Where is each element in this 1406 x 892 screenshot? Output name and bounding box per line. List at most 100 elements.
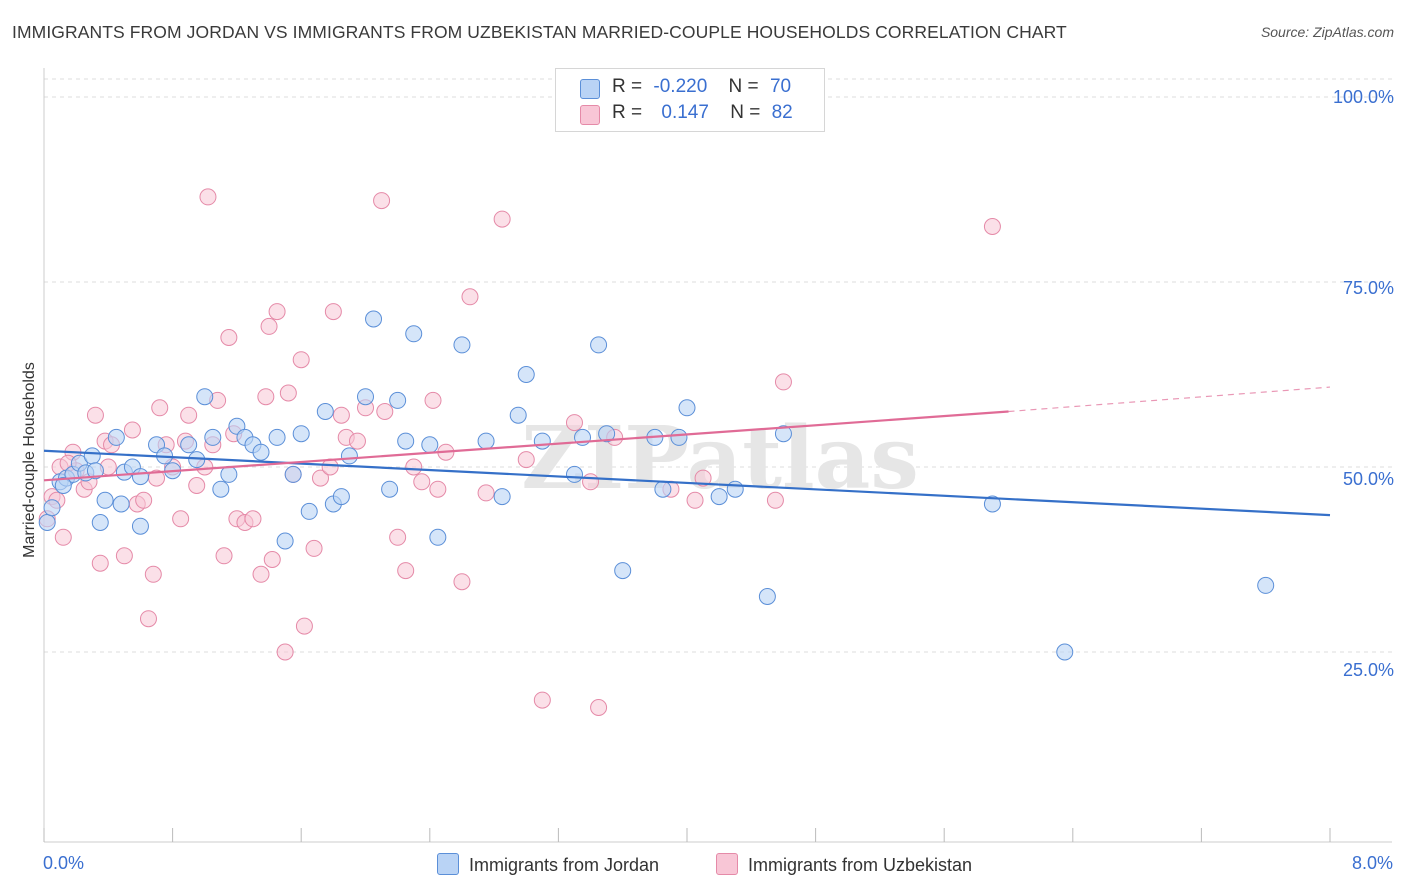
jordan-swatch — [580, 79, 600, 99]
jordan-point — [726, 480, 744, 498]
uzbekistan-point — [268, 303, 286, 321]
r-label: R = — [612, 102, 643, 123]
jordan-point — [357, 388, 374, 406]
uzbekistan-point — [295, 617, 313, 635]
jordan-point — [284, 465, 302, 483]
jordan-point — [983, 495, 1001, 513]
jordan-point — [654, 480, 672, 498]
jordan-point — [292, 425, 310, 443]
jordan-point — [397, 432, 415, 450]
jordan-point — [204, 428, 222, 446]
uzbekistan-point — [533, 691, 551, 709]
uzbekistan-point — [324, 303, 342, 321]
jordan-legend-label: Immigrants from Jordan — [469, 855, 660, 875]
jordan-point — [196, 388, 214, 406]
n-label: N = — [730, 102, 761, 123]
jordan-point — [565, 465, 583, 483]
uzbekistan-point — [774, 373, 792, 391]
uzbekistan-point — [332, 406, 350, 424]
jordan-point — [43, 499, 61, 517]
uzbekistan-point — [86, 406, 104, 424]
jordan-point — [614, 562, 632, 580]
y-tick-label-25: 25.0% — [1342, 660, 1394, 680]
uzbekistan-legend-swatch — [716, 853, 738, 875]
jordan-point — [533, 432, 551, 450]
jordan-point — [381, 480, 399, 498]
uzbekistan-point — [493, 210, 511, 228]
uzbekistan-point — [257, 388, 275, 406]
jordan-point — [276, 532, 294, 550]
jordan-point — [107, 428, 125, 446]
uzbekistan-point — [429, 480, 447, 498]
jordan-point — [429, 528, 447, 546]
uzbekistan-point — [123, 421, 141, 439]
jordan-point — [316, 403, 334, 420]
uzbekistan-point — [983, 218, 1001, 235]
jordan-point — [774, 425, 792, 443]
gridlines — [44, 78, 1392, 653]
uzbekistan-point — [305, 539, 323, 557]
jordan-point — [1056, 643, 1074, 661]
uzbekistan-point — [220, 329, 238, 346]
uzbekistan-point — [188, 477, 206, 494]
uzbekistan-point — [135, 491, 153, 509]
jordan-point — [112, 495, 130, 513]
uzbekistan-point — [582, 473, 600, 491]
jordan-point — [38, 514, 56, 531]
jordan-point — [389, 391, 407, 409]
jordan-point — [477, 432, 495, 450]
n-label: N = — [728, 76, 759, 97]
jordan-point — [453, 336, 471, 354]
jordan-point — [509, 406, 527, 424]
jordan-point — [670, 428, 688, 446]
source-credit: Source: ZipAtlas.com — [1260, 24, 1394, 40]
jordan-point — [590, 336, 608, 354]
jordan-point — [252, 443, 270, 461]
y-tick-label-50: 50.0% — [1342, 469, 1394, 489]
x-tick-label-max: 8.0% — [1351, 853, 1393, 873]
jordan-point — [517, 366, 535, 383]
jordan-point — [220, 465, 238, 483]
jordan-point — [421, 436, 439, 454]
y-tick-label-75: 75.0% — [1342, 278, 1394, 298]
uzbekistan-point — [172, 510, 190, 528]
uzbekistan-point — [413, 473, 431, 491]
uzbekistan-point — [151, 399, 169, 417]
jordan-trend-line — [43, 449, 1331, 517]
uzbekistan-point — [180, 406, 198, 424]
jordan-point — [332, 488, 350, 506]
r-value-uzbekistan: 0.147 — [661, 102, 709, 123]
r-label: R = — [612, 76, 643, 97]
jordan-points — [38, 310, 1275, 661]
jordan-point — [598, 425, 616, 443]
uzbekistan-point — [276, 643, 294, 661]
bottom-legend-jordan: Immigrants from Jordan — [437, 853, 659, 876]
trend-lines — [43, 386, 1331, 517]
jordan-legend-swatch — [437, 853, 459, 875]
uzbekistan-point — [373, 192, 391, 210]
jordan-point — [300, 502, 318, 520]
uzbekistan-point — [694, 469, 712, 487]
uzbekistan-point — [91, 554, 109, 572]
jordan-point — [493, 488, 511, 506]
y-tick-label-100: 100.0% — [1332, 87, 1394, 107]
uzbekistan-point — [405, 458, 423, 476]
uzbekistan-point — [311, 469, 329, 487]
correlation-legend: R = -0.220 N = 70 R = 0.147 N = 82 — [555, 68, 825, 132]
uzbekistan-point — [590, 699, 608, 716]
jordan-point — [131, 517, 149, 535]
uzbekistan-point — [376, 403, 394, 420]
jordan-point — [365, 310, 383, 328]
jordan-point — [83, 447, 101, 465]
uzbekistan-point — [279, 384, 297, 402]
jordan-point — [212, 480, 230, 498]
n-value-jordan: 70 — [769, 76, 792, 97]
uzbekistan-swatch — [580, 105, 600, 125]
uzbekistan-point — [144, 565, 162, 583]
uzbekistan-trend-line — [43, 410, 1009, 482]
jordan-point — [678, 399, 696, 417]
r-value-jordan: -0.220 — [653, 76, 708, 97]
uzbekistan-point — [517, 451, 535, 469]
uzbekistan-point — [565, 414, 583, 432]
